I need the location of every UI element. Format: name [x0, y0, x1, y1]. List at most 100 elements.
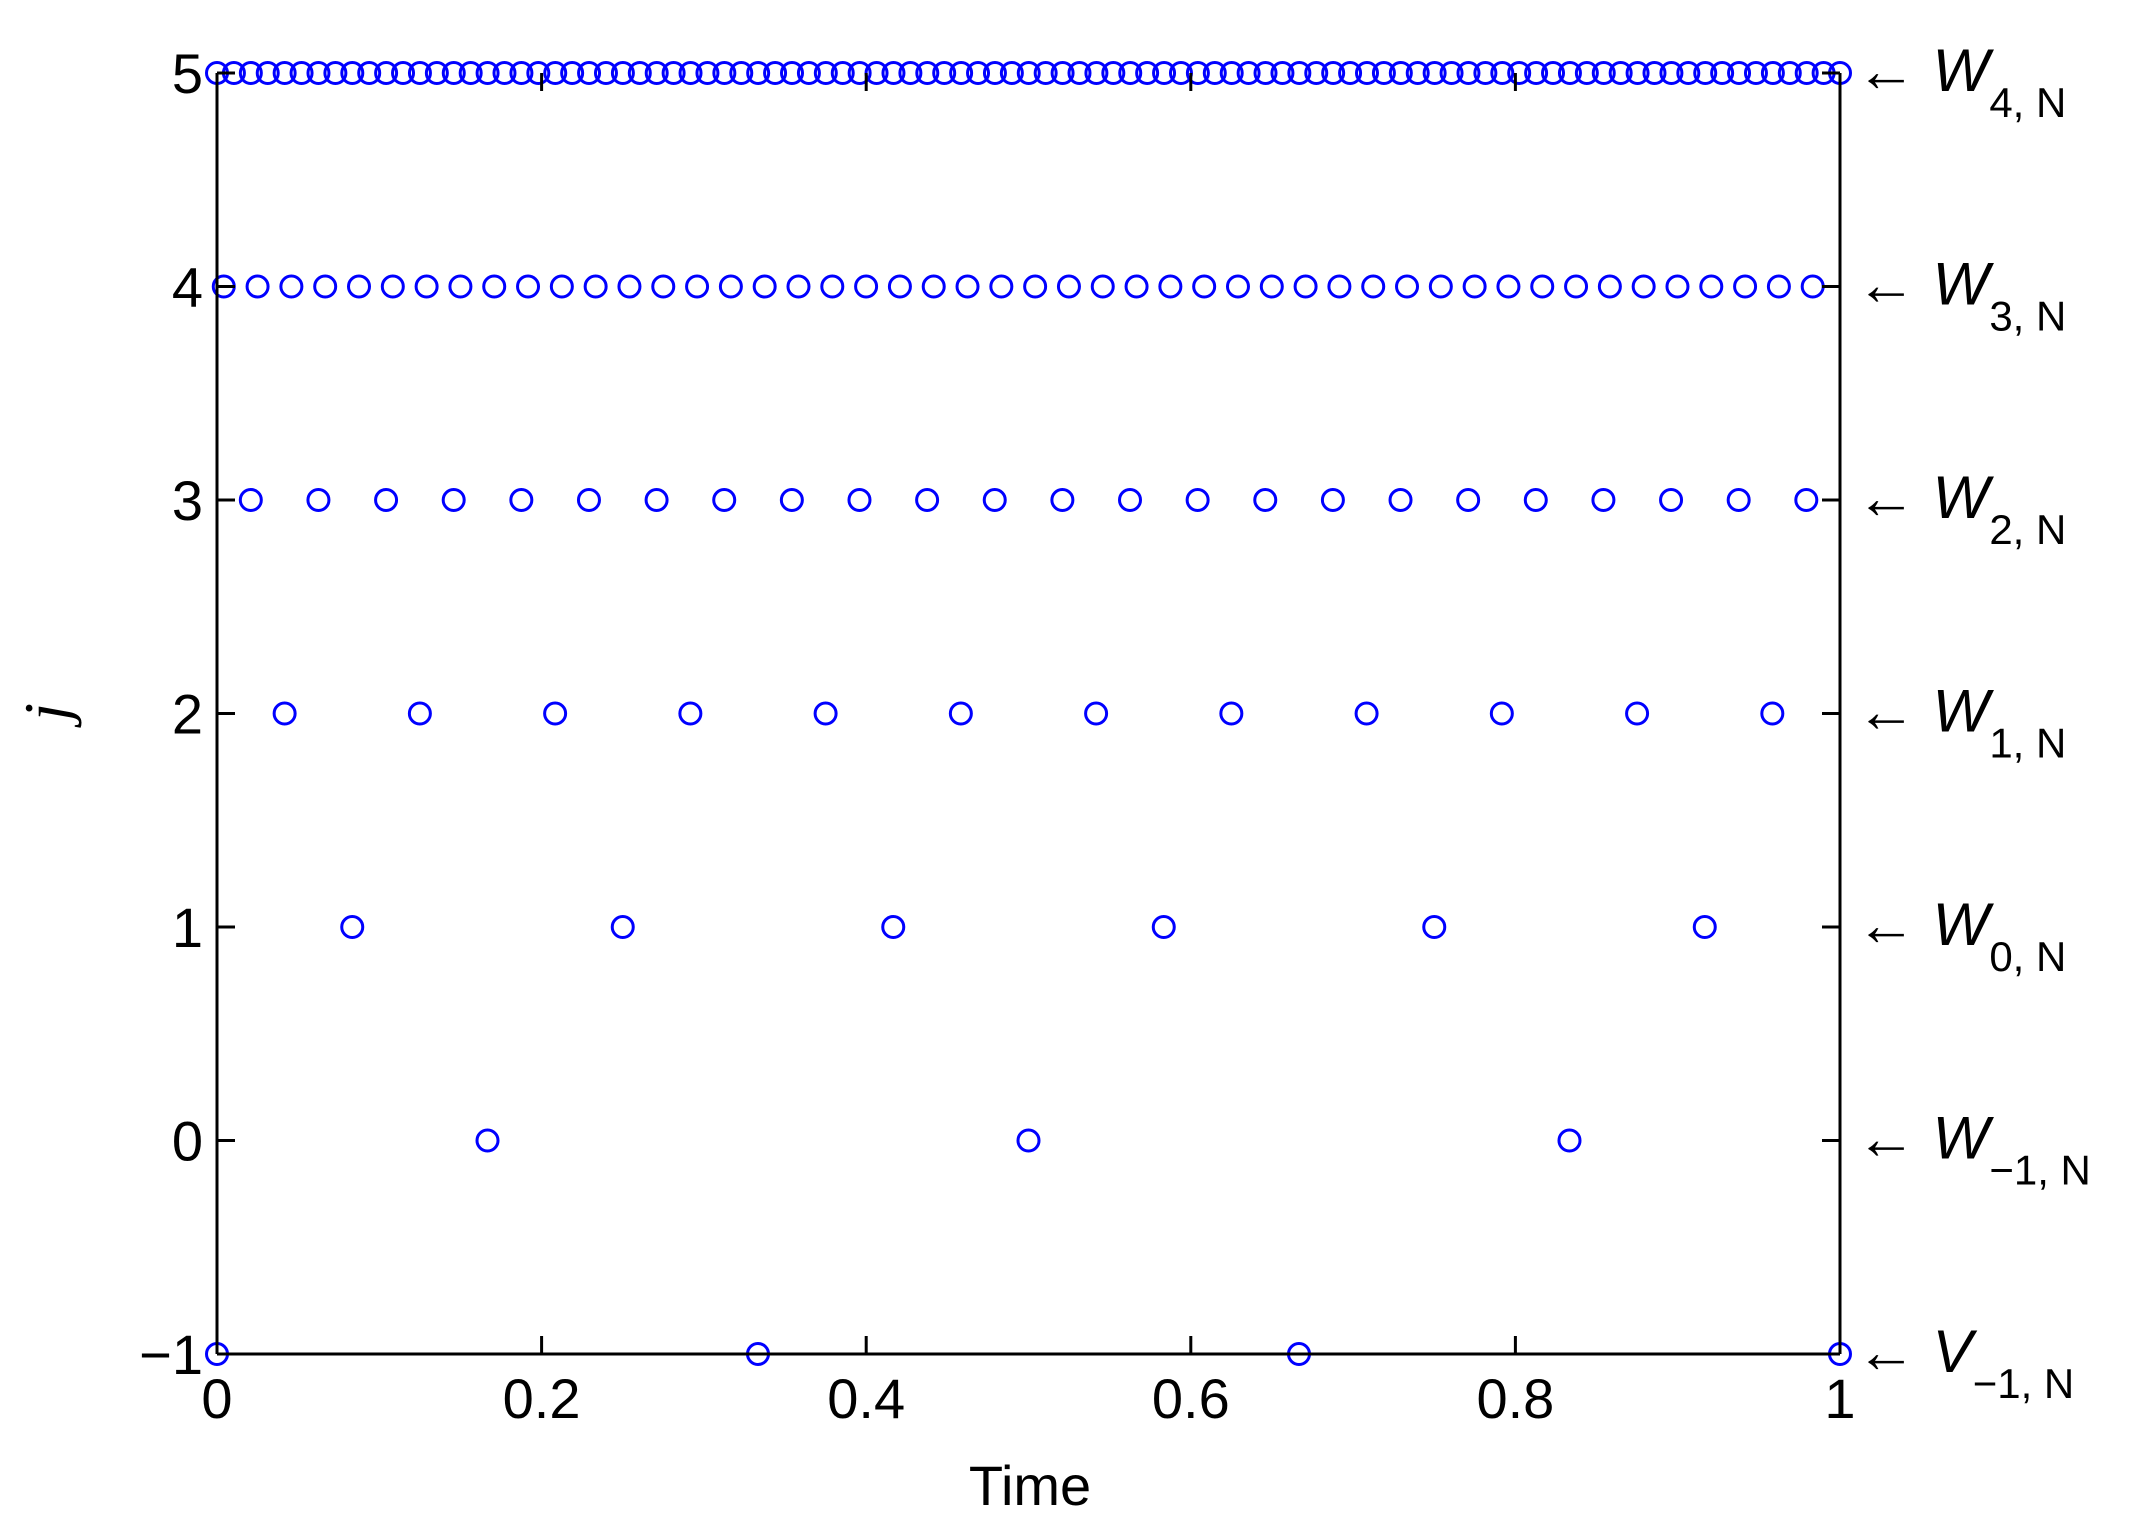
- data-point: [1056, 274, 1081, 299]
- data-point: [1338, 61, 1363, 85]
- data-point: [1084, 61, 1109, 85]
- data-point: [1422, 915, 1447, 939]
- data-point: [820, 274, 845, 299]
- data-point: [424, 61, 449, 85]
- data-point: [380, 274, 405, 299]
- data-point: [1625, 61, 1650, 85]
- data-point: [1456, 61, 1481, 85]
- data-point: [763, 61, 788, 85]
- data-point: [1304, 61, 1329, 85]
- data-point: [1192, 274, 1217, 299]
- x-tick-label: 0.8: [1476, 1367, 1554, 1430]
- data-point: [1760, 701, 1785, 726]
- data-point: [847, 61, 872, 85]
- row-label: ← W0, N: [1856, 891, 2066, 980]
- data-point: [1766, 274, 1791, 299]
- data-point: [1692, 915, 1717, 939]
- data-point: [1293, 274, 1318, 299]
- data-point: [915, 488, 940, 512]
- data-point: [695, 61, 720, 85]
- data-point: [1659, 61, 1684, 85]
- data-point: [1354, 701, 1379, 726]
- data-point: [982, 488, 1007, 512]
- data-point: [593, 61, 618, 85]
- data-point: [1489, 701, 1514, 726]
- data-point: [272, 61, 297, 85]
- data-point: [255, 61, 280, 85]
- data-point: [678, 701, 703, 726]
- data-point: [1101, 61, 1126, 85]
- data-point: [509, 488, 534, 512]
- data-point: [779, 61, 804, 85]
- data-point: [1524, 61, 1549, 85]
- data-point: [1253, 488, 1278, 512]
- data-point: [458, 61, 483, 85]
- data-point: [1727, 61, 1752, 85]
- data-point: [509, 61, 534, 85]
- data-point: [847, 488, 872, 512]
- data-point: [1202, 61, 1227, 85]
- data-point: [340, 61, 365, 85]
- data-point: [1118, 488, 1143, 512]
- data-point: [610, 61, 635, 85]
- data-point: [651, 274, 676, 299]
- data-point: [1354, 61, 1379, 85]
- data-point: [1016, 61, 1041, 85]
- data-point: [1388, 488, 1413, 512]
- data-point: [921, 274, 946, 299]
- data-point: [644, 61, 669, 85]
- data-point: [448, 274, 473, 299]
- data-point: [1219, 701, 1244, 726]
- data-point: [887, 274, 912, 299]
- data-point: [374, 61, 399, 85]
- data-point: [1219, 61, 1244, 85]
- data-point: [475, 1128, 500, 1153]
- data-point: [1642, 61, 1667, 85]
- data-point: [932, 61, 957, 85]
- data-point: [1777, 61, 1802, 85]
- data-point: [1541, 61, 1566, 85]
- data-point: [289, 61, 314, 85]
- row-labels: ← V−1, N ← W−1, N ← W0, N ← W1, N ← W2, N ← W…: [1856, 37, 2091, 1407]
- data-point: [441, 488, 466, 512]
- row-label: ← V−1, N: [1856, 1318, 2074, 1407]
- data-point: [1321, 61, 1346, 85]
- data-point: [1608, 61, 1633, 85]
- data-point: [1405, 61, 1430, 85]
- data-point: [346, 274, 371, 299]
- data-point: [1693, 61, 1718, 85]
- data-point: [340, 915, 365, 939]
- data-point: [1067, 61, 1092, 85]
- data-point: [661, 61, 686, 85]
- data-point: [1564, 274, 1589, 299]
- data-point: [1591, 488, 1616, 512]
- x-tick-label: 0.2: [503, 1367, 581, 1430]
- data-point: [898, 61, 923, 85]
- data-point: [1253, 61, 1278, 85]
- axes: [215, 71, 1842, 1356]
- data-point: [729, 61, 754, 85]
- data-point: [1023, 274, 1048, 299]
- data-point: [543, 701, 568, 726]
- data-point: [245, 274, 270, 299]
- data-point: [1523, 488, 1548, 512]
- data-point: [1033, 61, 1058, 85]
- data-point: [1158, 274, 1183, 299]
- data-point: [1270, 61, 1295, 85]
- data-point: [1743, 61, 1768, 85]
- data-point: [712, 488, 737, 512]
- data-point: [357, 61, 382, 85]
- data-point: [999, 61, 1024, 85]
- y-axis-label: j: [11, 703, 82, 728]
- y-tick-label: 5: [172, 42, 203, 105]
- data-point: [1574, 61, 1599, 85]
- data-point: [238, 61, 263, 85]
- data-point: [577, 61, 602, 85]
- data-point: [966, 61, 991, 85]
- data-point: [1699, 274, 1724, 299]
- data-point: [644, 488, 669, 512]
- data-point: [1456, 488, 1481, 512]
- data-point: [1327, 274, 1352, 299]
